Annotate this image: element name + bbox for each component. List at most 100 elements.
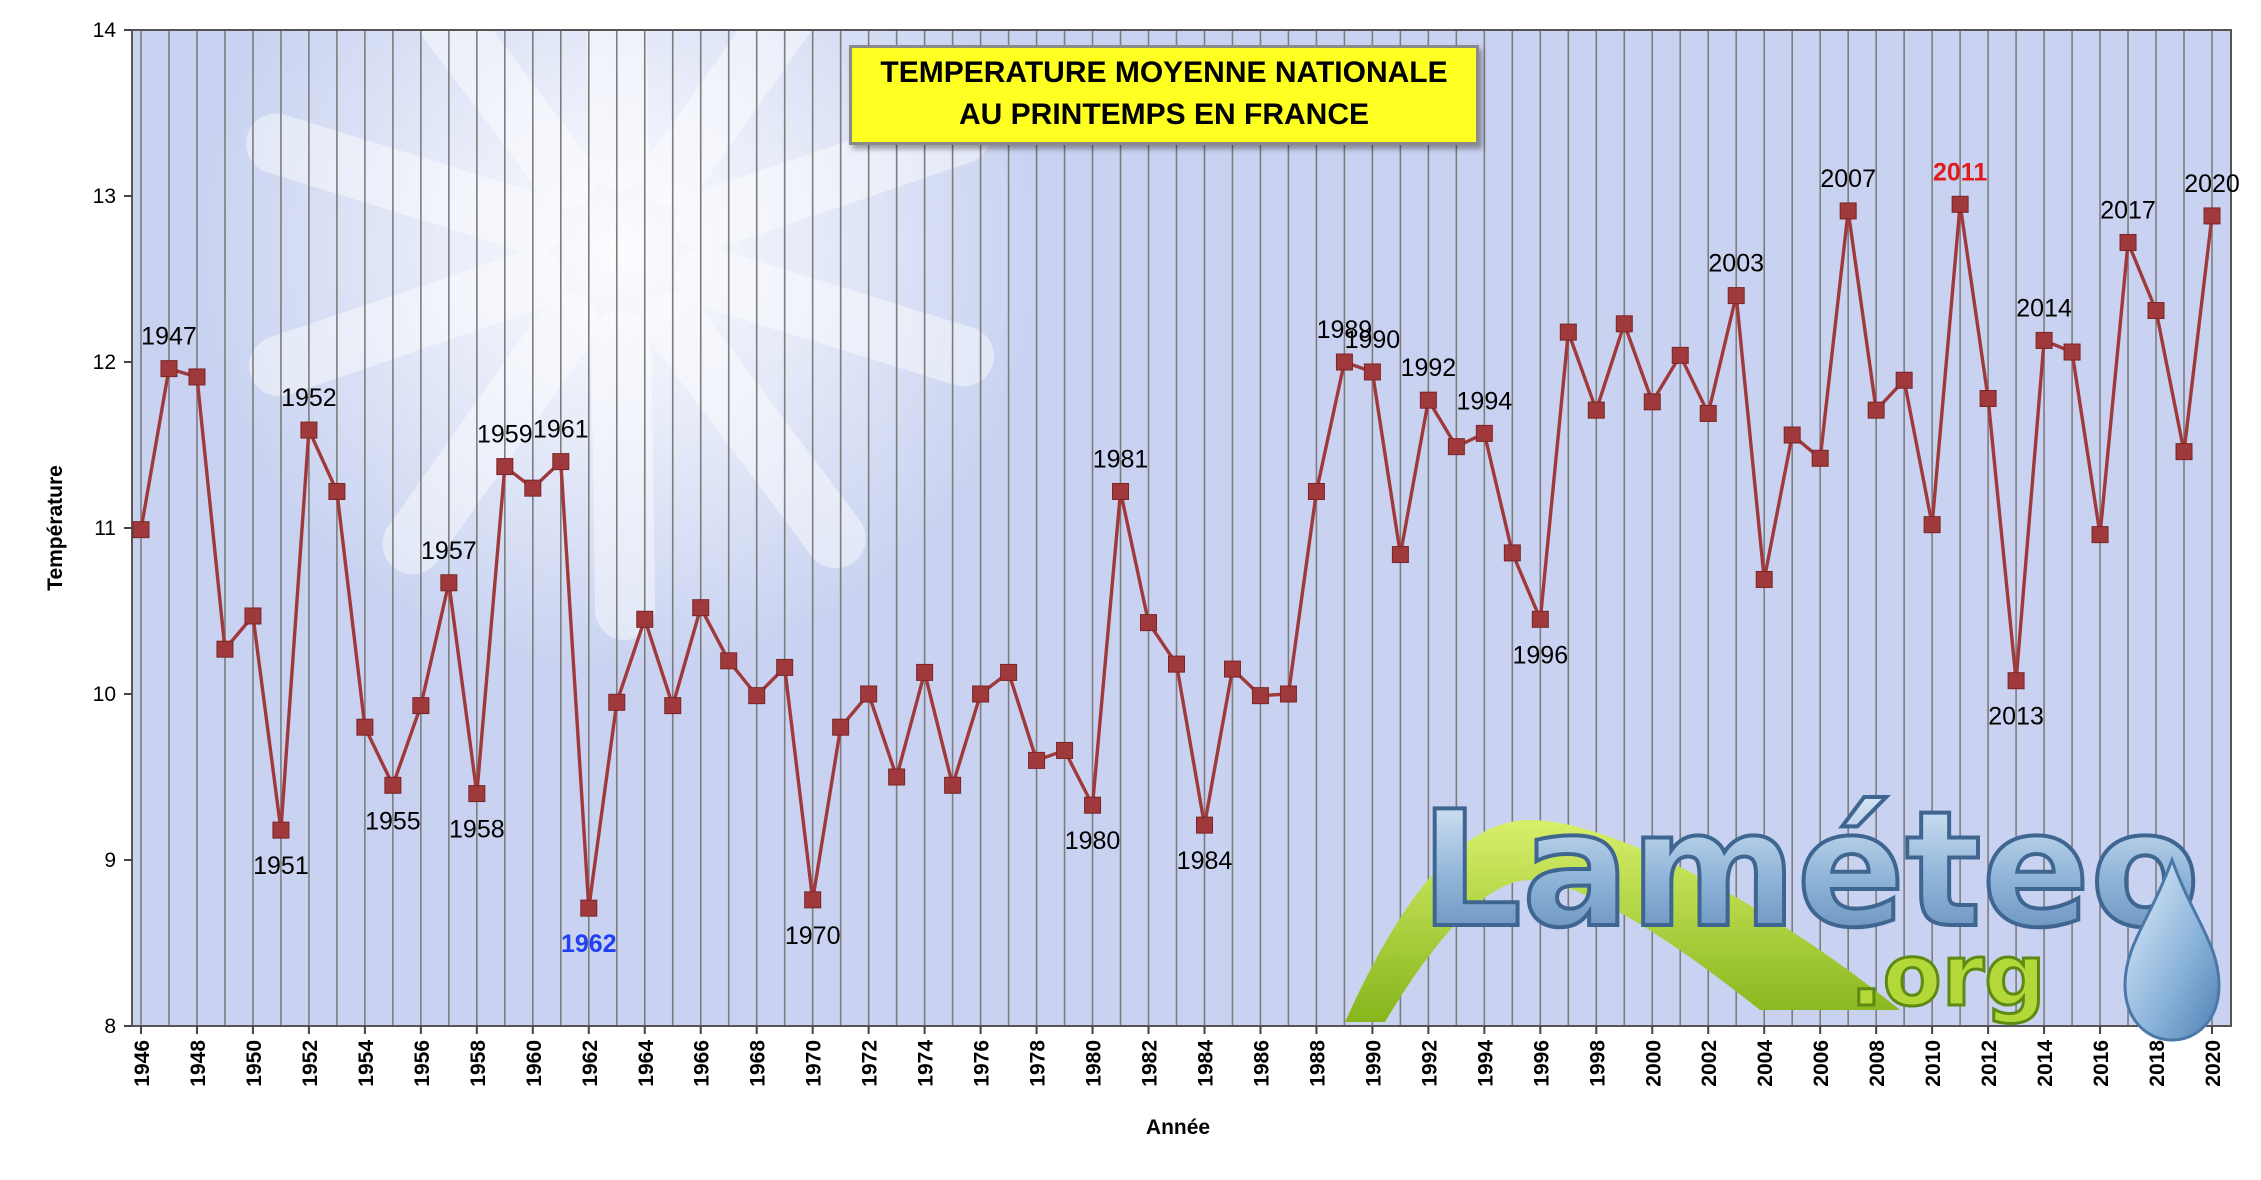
data-point-marker [328,482,346,500]
y-tick-label: 12 [93,351,116,374]
data-point-marker [832,718,850,736]
chart-title-line-1: TEMPERATURE MOYENNE NATIONALE [880,56,1448,89]
data-point-marker [2175,443,2193,461]
x-tick-label: 2014 [2034,1040,2057,1087]
data-point-marker [2091,526,2109,544]
x-tick-label: 1984 [1194,1040,1217,1087]
data-point-marker [1084,796,1102,814]
data-point-marker [804,891,822,909]
data-point-marker [1391,546,1409,564]
data-point-marker [384,776,402,794]
x-tick-label: 2018 [2146,1040,2169,1087]
x-tick-label: 1992 [1418,1040,1441,1087]
x-tick-label: 1996 [1530,1040,1553,1087]
year-annotation: 1947 [141,323,197,351]
data-point-marker [1867,401,1885,419]
x-tick-label: 1950 [243,1040,266,1087]
x-tick-label: 1994 [1474,1040,1497,1087]
y-tick-label: 14 [93,19,117,42]
data-point-marker [1279,685,1297,703]
data-point-marker [1587,401,1605,419]
data-point-marker [1447,438,1465,456]
data-point-marker [2007,672,2025,690]
x-tick-label: 1966 [691,1040,714,1087]
x-tick-label: 2002 [1698,1040,1721,1087]
data-point-marker [1475,424,1493,442]
year-annotation: 1980 [1065,827,1121,855]
data-point-marker [132,521,150,539]
x-tick-label: 1958 [467,1040,490,1087]
year-annotation: 1959 [477,421,533,449]
x-tick-label: 1974 [915,1040,938,1087]
year-annotation: 1958 [449,816,505,844]
x-tick-label: 1970 [803,1040,826,1087]
data-point-marker [1923,516,1941,534]
x-tick-label: 2016 [2090,1040,2113,1087]
x-tick-label: 2010 [1922,1040,1945,1087]
data-point-marker [1335,353,1353,371]
y-tick-label: 9 [104,849,116,872]
year-annotation: 1989 [1317,316,1373,344]
year-annotation: 1992 [1401,354,1457,382]
year-annotations: 1947 1951 1952 1955 1957 1958 1959 1961 1962 1970… [141,158,2240,958]
data-point-marker [1140,614,1158,632]
data-point-marker [1307,482,1325,500]
y-axis-title: Température [44,465,67,591]
data-point-marker [356,718,374,736]
data-point-marker [244,607,262,625]
year-annotation: 1984 [1177,847,1233,875]
data-point-marker [2035,331,2053,349]
data-point-marker [1839,202,1857,220]
year-annotation: 1961 [533,416,589,444]
year-annotation: 1955 [365,807,421,835]
data-point-marker [2119,233,2137,251]
x-tick-label: 1978 [1027,1040,1050,1087]
data-point-marker [1028,751,1046,769]
sun-ray [382,293,599,575]
x-tick-label: 1982 [1139,1040,1162,1087]
data-point-marker [1615,315,1633,333]
year-annotation: 2003 [1708,250,1764,278]
data-point-marker [468,785,486,803]
chart-title-line-2: AU PRINTEMPS EN FRANCE [958,98,1370,131]
x-tick-label: 1964 [635,1040,658,1087]
data-point-marker [748,687,766,705]
data-point-marker [2203,207,2221,225]
year-annotation: 1952 [281,384,337,412]
x-tick-label: 2012 [1978,1040,2001,1087]
x-tick-label: 1972 [859,1040,882,1087]
year-annotation: 2017 [2100,196,2156,224]
x-tick-label: 1952 [299,1040,322,1087]
x-tick-label: 1998 [1586,1040,1609,1087]
sun-ray [249,249,565,397]
year-annotation: 2014 [2016,294,2072,322]
data-point-marker [412,697,430,715]
data-point-marker [1643,393,1661,411]
x-tick-label: 1968 [747,1040,770,1087]
data-point-marker [1112,482,1130,500]
data-point-marker [1951,195,1969,213]
lameteo-logo: Laméteo .org [1345,774,2221,1042]
vertical-gridlines [140,30,2213,1026]
temperature-series [132,195,2221,917]
data-point-marker [860,685,878,703]
data-point-marker [944,776,962,794]
data-point-marker [1168,655,1185,673]
x-tick-label: 1946 [131,1040,154,1087]
x-tick-label: 2004 [1754,1040,1777,1087]
x-tick-label: 1962 [579,1040,602,1087]
data-point-marker [1895,371,1913,389]
data-point-marker [524,479,542,497]
data-point-marker [1811,449,1829,467]
sun-ray [675,103,991,251]
year-annotation: 1957 [421,537,477,565]
data-point-marker [664,697,682,715]
sun-ray [641,0,833,207]
x-tick-label: 1990 [1362,1040,1385,1087]
logo-suffix: .org [1850,926,2046,1026]
data-point-marker [720,652,738,670]
data-point-marker [1979,390,1997,408]
data-point-marker [1671,346,1689,364]
